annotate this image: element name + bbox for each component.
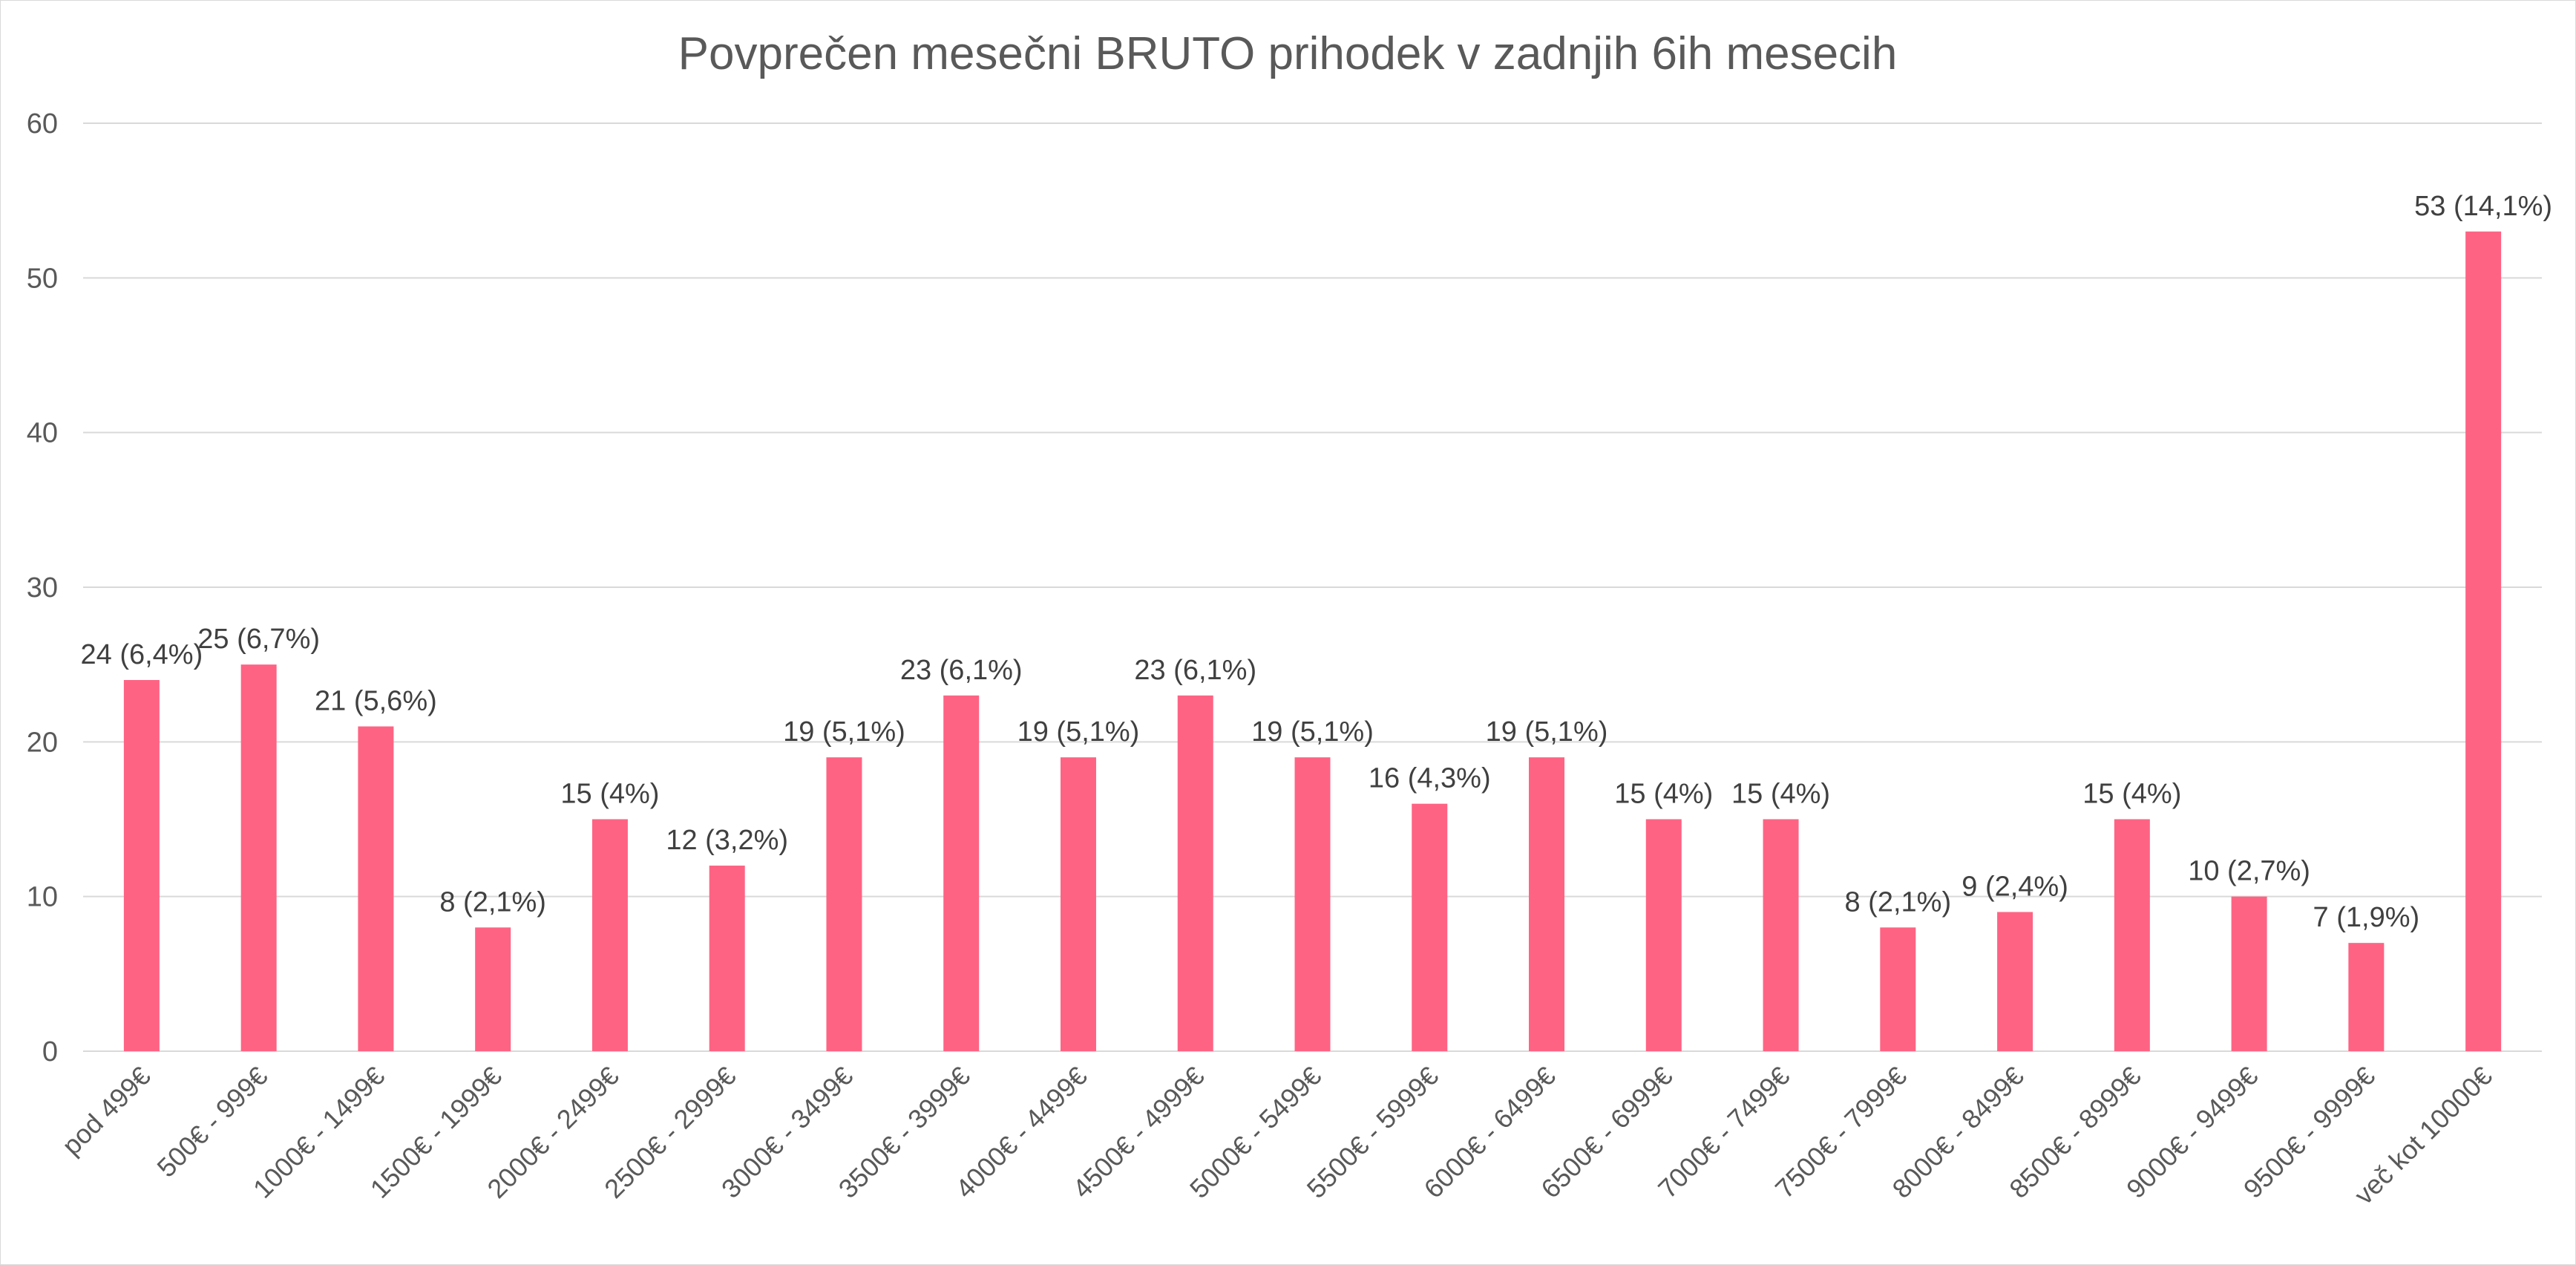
y-tick-label: 0 xyxy=(42,1036,58,1068)
x-tick-label: 500€ - 999€ xyxy=(151,1061,273,1183)
x-axis-ticks: pod 499€500€ - 999€1000€ - 1499€1500€ - … xyxy=(56,1061,2497,1211)
bar xyxy=(1177,695,1213,1051)
bar xyxy=(1060,757,1096,1051)
y-tick-label: 40 xyxy=(27,418,58,449)
data-label: 25 (6,7%) xyxy=(197,624,320,655)
bar xyxy=(1645,819,1682,1051)
data-label: 8 (2,1%) xyxy=(439,886,546,918)
data-label: 19 (5,1%) xyxy=(1486,716,1608,748)
y-tick-label: 50 xyxy=(27,263,58,294)
x-tick-label: pod 499€ xyxy=(56,1061,156,1161)
data-label: 19 (5,1%) xyxy=(1251,716,1374,748)
y-axis-ticks: 0 10 20 30 40 50 60 xyxy=(27,108,58,1068)
y-tick-label: 60 xyxy=(27,108,58,140)
bar xyxy=(1997,912,2033,1051)
data-label: 15 (4%) xyxy=(560,779,659,810)
bar xyxy=(591,819,628,1051)
bar xyxy=(2231,896,2267,1051)
bar xyxy=(1880,927,1916,1051)
bar xyxy=(240,664,277,1051)
data-label: 7 (1,9%) xyxy=(2313,902,2420,933)
data-label: 53 (14,1%) xyxy=(2414,191,2552,222)
y-tick-label: 30 xyxy=(27,572,58,604)
y-tick-label: 10 xyxy=(27,882,58,913)
bar xyxy=(709,866,745,1051)
bar xyxy=(1294,757,1331,1051)
data-label: 12 (3,2%) xyxy=(666,825,788,856)
bar xyxy=(475,927,511,1051)
chart-title: Povprečen mesečni BRUTO prihodek v zadnj… xyxy=(678,28,1898,79)
data-label: 15 (4%) xyxy=(2082,779,2181,810)
data-label: 23 (6,1%) xyxy=(900,655,1023,686)
bar xyxy=(2465,231,2502,1051)
bar xyxy=(826,757,862,1051)
data-label: 24 (6,4%) xyxy=(81,639,203,670)
data-label: 10 (2,7%) xyxy=(2188,856,2310,887)
bar xyxy=(1529,757,1565,1051)
bar xyxy=(2348,943,2385,1051)
bar xyxy=(943,695,980,1051)
data-label: 23 (6,1%) xyxy=(1134,655,1256,686)
data-label: 21 (5,6%) xyxy=(315,686,437,717)
bar xyxy=(358,726,394,1051)
data-label: 15 (4%) xyxy=(1614,779,1713,810)
bar xyxy=(2114,819,2150,1051)
data-label: 8 (2,1%) xyxy=(1844,886,1951,918)
bar xyxy=(1412,803,1448,1051)
data-labels: 24 (6,4%)25 (6,7%) 21 (5,6%) 8 (2,1%) 15 (4… xyxy=(81,191,2553,933)
data-label: 15 (4%) xyxy=(1731,779,1830,810)
data-label: 19 (5,1%) xyxy=(1017,716,1140,748)
bars xyxy=(123,231,2502,1051)
bar xyxy=(1763,819,1799,1051)
data-label: 19 (5,1%) xyxy=(783,716,905,748)
data-label: 9 (2,4%) xyxy=(1962,872,2068,903)
bar xyxy=(123,680,160,1051)
y-tick-label: 20 xyxy=(27,727,58,758)
data-label: 16 (4,3%) xyxy=(1369,763,1491,794)
